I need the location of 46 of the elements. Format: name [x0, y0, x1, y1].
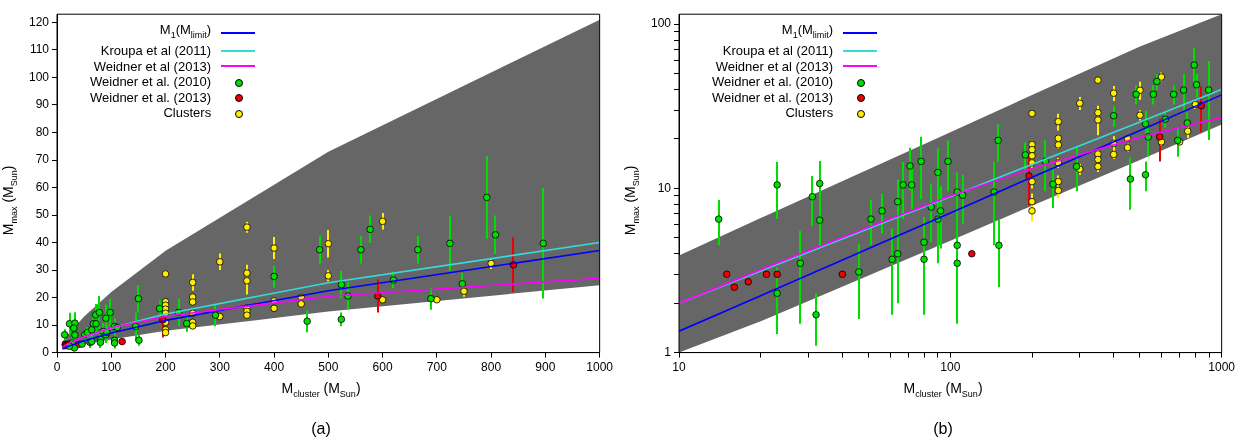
x-tick-label: 1000 — [1208, 360, 1236, 375]
x-tick-label: 0 — [53, 360, 61, 375]
y-tick-label: 100 — [28, 69, 50, 84]
y-tick-label: 10 — [35, 317, 50, 332]
y-tick-label: 60 — [35, 179, 50, 194]
legend-label: M$_{1}$(M$_{limit}$) — [159, 22, 212, 42]
legend-label: Kroupa et al (2011) — [100, 43, 212, 59]
x-tick-label: 10 — [672, 360, 687, 375]
legend-label: Weidner et al. (2013) — [712, 89, 834, 106]
y-tick-label: 80 — [35, 124, 50, 139]
legend-label: Weidner et al. (2010) — [712, 74, 834, 90]
y-tick-label: 1 — [664, 344, 672, 359]
x-tick-label: 300 — [209, 360, 231, 375]
y-tick-label: 100 — [650, 16, 672, 31]
x-tick-label: 200 — [155, 360, 176, 375]
x-tick-label: 700 — [426, 360, 448, 375]
x-tick-label: 500 — [318, 360, 339, 375]
y-tick-label: 40 — [35, 234, 50, 249]
text: (b) — [932, 420, 954, 438]
y-tick-label: 0 — [42, 344, 50, 359]
y-tick-label: 120 — [28, 14, 50, 29]
x-tick-label: 900 — [535, 360, 556, 375]
legend-label: Clusters — [785, 105, 834, 121]
y-tick-label: 30 — [35, 262, 50, 277]
legend-label: Weidner et al (2013) — [93, 58, 212, 75]
legend-label: Weidner et al. (2010) — [90, 74, 212, 90]
legend-label: Clusters — [163, 105, 212, 121]
x-axis-title: M$_{cluster}$ (M$_{Sun}$) — [902, 380, 984, 399]
y-tick-label: 70 — [35, 152, 50, 167]
y-tick-label: 10 — [657, 180, 672, 195]
x-tick-label: 400 — [264, 360, 285, 375]
text: (a) — [310, 420, 332, 438]
legend-label: Weidner et al. (2013) — [90, 89, 212, 106]
y-tick-label: 90 — [35, 97, 50, 112]
x-tick-label: 800 — [481, 360, 502, 375]
y-tick-label: 110 — [29, 42, 50, 57]
x-axis-title: M$_{cluster}$ (M$_{Sun}$) — [280, 380, 362, 399]
x-tick-label: 100 — [940, 360, 961, 375]
y-tick-label: 20 — [35, 289, 50, 304]
y-tick-label: 50 — [35, 207, 50, 222]
legend-label: M$_{1}$(M$_{limit}$) — [781, 22, 834, 42]
x-tick-label: 1000 — [586, 360, 614, 375]
legend-label: Weidner et al (2013) — [715, 58, 834, 75]
legend-label: Kroupa et al (2011) — [722, 43, 834, 59]
x-tick-label: 100 — [101, 360, 122, 375]
x-tick-label: 600 — [372, 360, 393, 375]
